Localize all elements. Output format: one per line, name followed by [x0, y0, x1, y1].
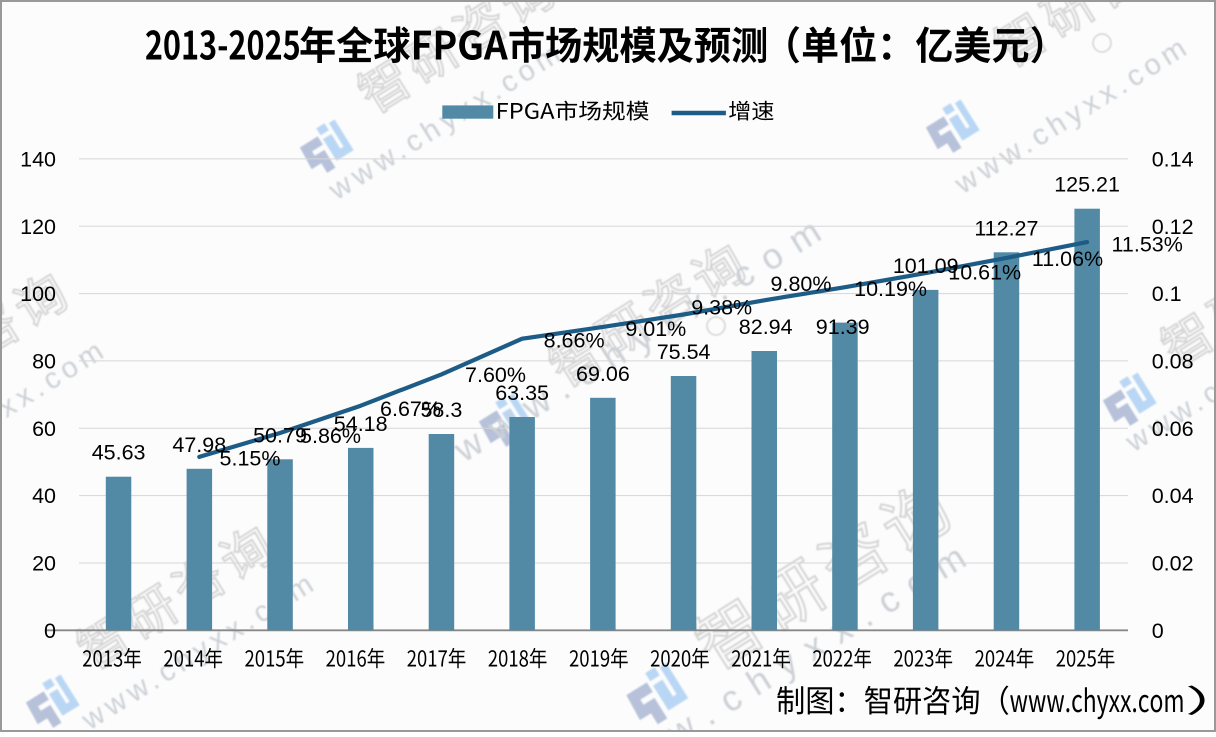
svg-text:0.14: 0.14: [1152, 147, 1194, 171]
svg-text:82.94: 82.94: [739, 315, 793, 339]
svg-text:75.54: 75.54: [657, 340, 711, 364]
svg-text:5.15%: 5.15%: [220, 447, 281, 471]
svg-text:60: 60: [32, 417, 56, 441]
svg-text:63.35: 63.35: [495, 381, 549, 405]
svg-text:45.63: 45.63: [92, 441, 146, 465]
svg-text:54.18: 54.18: [334, 412, 388, 436]
svg-text:0.04: 0.04: [1152, 484, 1194, 508]
svg-text:0.12: 0.12: [1152, 215, 1194, 239]
svg-text:6.67%: 6.67%: [380, 397, 441, 421]
svg-text:20: 20: [32, 552, 56, 576]
svg-text:0.06: 0.06: [1152, 417, 1194, 441]
svg-text:11.06%: 11.06%: [1032, 247, 1103, 271]
svg-text:0.08: 0.08: [1152, 349, 1194, 373]
svg-text:69.06: 69.06: [576, 362, 630, 386]
svg-text:10.61%: 10.61%: [948, 260, 1021, 284]
svg-text:11.53%: 11.53%: [1112, 233, 1183, 257]
svg-text:58.3: 58.3: [420, 398, 462, 422]
svg-text:0.1: 0.1: [1152, 282, 1182, 306]
svg-text:40: 40: [32, 484, 56, 508]
svg-text:0: 0: [44, 619, 56, 643]
svg-text:10.19%: 10.19%: [854, 277, 927, 301]
svg-text:7.60%: 7.60%: [465, 363, 526, 387]
svg-text:120: 120: [20, 215, 56, 239]
svg-text:100: 100: [20, 282, 56, 306]
svg-text:8.66%: 8.66%: [544, 328, 605, 352]
svg-text:112.27: 112.27: [974, 216, 1038, 240]
svg-text:0.02: 0.02: [1152, 552, 1194, 576]
svg-text:125.21: 125.21: [1054, 173, 1120, 197]
svg-text:47.98: 47.98: [172, 433, 226, 457]
svg-text:9.38%: 9.38%: [691, 295, 752, 319]
svg-text:9.01%: 9.01%: [625, 317, 686, 341]
svg-text:101.09: 101.09: [893, 254, 959, 278]
svg-text:80: 80: [32, 349, 56, 373]
svg-text:5.86%: 5.86%: [300, 424, 361, 448]
svg-text:0: 0: [1152, 619, 1164, 643]
svg-text:91.39: 91.39: [816, 315, 870, 339]
svg-text:140: 140: [20, 147, 56, 171]
svg-text:50.79: 50.79: [253, 423, 307, 447]
svg-text:9.80%: 9.80%: [771, 272, 832, 296]
